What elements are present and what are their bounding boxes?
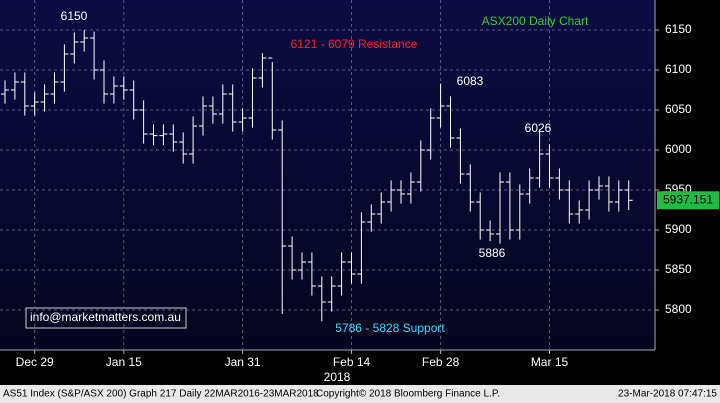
y-tick-label: 5800 [665,302,692,316]
x-tick-label: Feb 28 [422,355,460,369]
last-price-label: 5937.151 [663,192,713,206]
x-tick-label: Feb 14 [333,355,371,369]
x-tick-label: Jan 31 [225,355,261,369]
annotation: 6150 [61,9,88,23]
annotation: 6121 - 6079 Resistance [291,37,418,51]
y-tick-label: 6100 [665,62,692,76]
y-tick-label: 5900 [665,222,692,236]
footer-copyright: Copyright© 2018 Bloomberg Finance L.P. [316,389,500,400]
footer-left: AS51 Index (S&P/ASX 200) Graph 217 Daily… [3,389,319,400]
footer-date: 23-Mar-2018 07:47:15 [618,389,717,400]
y-tick-label: 5850 [665,262,692,276]
annotation: 5786 - 5828 Support [335,321,445,335]
x-tick-label: Mar 15 [531,355,569,369]
watermark-box [25,307,187,329]
plot-area [0,0,655,350]
annotation: 6026 [525,121,552,135]
year-label: 2018 [324,370,351,384]
watermark: info@marketmatters.com.au [30,310,181,324]
annotation: 6083 [457,74,484,88]
last-price-box [657,191,719,210]
y-tick-label: 6000 [665,142,692,156]
x-tick-label: Jan 15 [106,355,142,369]
y-tick-label: 6050 [665,102,692,116]
footer-band [0,385,720,403]
y-tick-label: 6150 [665,22,692,36]
chart-title: ASX200 Daily Chart [482,14,589,28]
annotation: 5886 [479,246,506,260]
x-tick-label: Dec 29 [16,355,54,369]
